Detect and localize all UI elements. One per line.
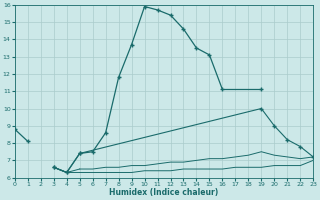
X-axis label: Humidex (Indice chaleur): Humidex (Indice chaleur)	[109, 188, 219, 197]
